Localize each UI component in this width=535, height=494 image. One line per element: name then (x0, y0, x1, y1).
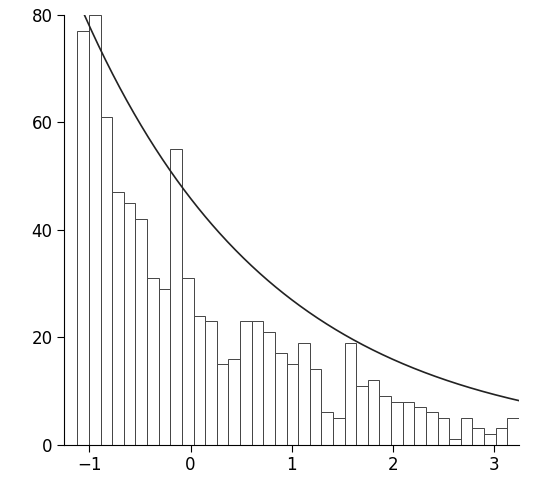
Bar (182, 278, 194, 445)
Bar (461, 418, 472, 445)
Bar (472, 428, 484, 445)
Bar (240, 321, 251, 445)
Bar (356, 385, 368, 445)
Bar (484, 434, 496, 445)
Bar (194, 316, 205, 445)
Bar (135, 219, 147, 445)
Bar (438, 418, 449, 445)
Bar (101, 117, 112, 445)
Bar (333, 418, 345, 445)
Bar (228, 359, 240, 445)
Bar (124, 203, 135, 445)
Bar (391, 402, 403, 445)
Bar (287, 364, 298, 445)
Bar (345, 342, 356, 445)
Bar (263, 332, 275, 445)
Bar (449, 439, 461, 445)
Bar (426, 412, 438, 445)
Bar (507, 418, 519, 445)
Bar (217, 364, 228, 445)
Bar (414, 407, 426, 445)
Bar (496, 428, 507, 445)
Bar (78, 31, 89, 445)
Bar (112, 192, 124, 445)
Bar (403, 402, 415, 445)
Bar (322, 412, 333, 445)
Bar (275, 353, 287, 445)
Bar (251, 321, 263, 445)
Bar (298, 342, 310, 445)
Bar (89, 15, 101, 445)
Bar (310, 370, 322, 445)
Bar (170, 149, 182, 445)
Bar (147, 278, 159, 445)
Bar (368, 380, 379, 445)
Bar (379, 396, 391, 445)
Bar (205, 321, 217, 445)
Bar (159, 289, 170, 445)
